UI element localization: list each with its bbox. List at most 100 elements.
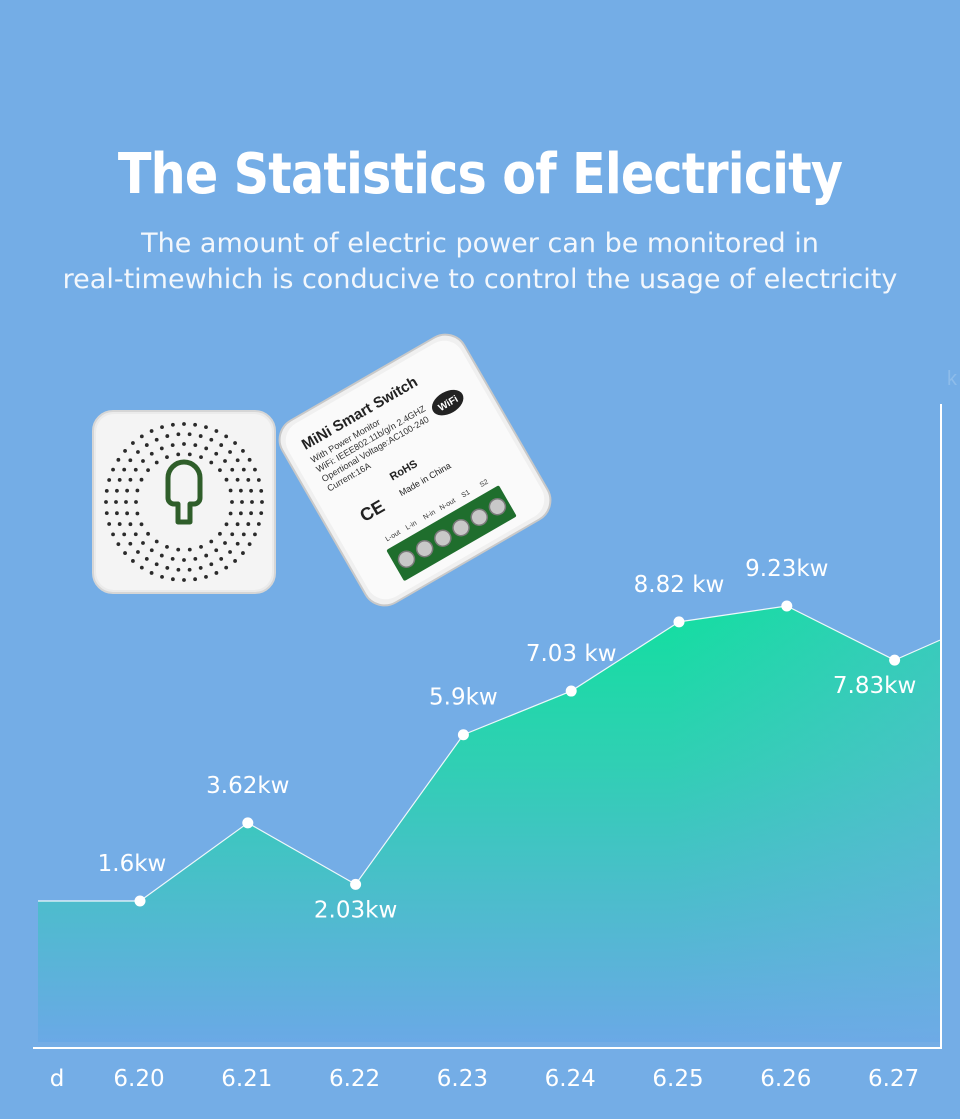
speaker-dot: [133, 467, 138, 472]
speaker-dot: [238, 511, 243, 516]
speaker-dot: [240, 500, 244, 504]
speaker-dot: [204, 446, 209, 451]
speaker-dot: [125, 488, 130, 493]
terminal-screw: [488, 497, 507, 516]
speaker-dot: [241, 551, 245, 555]
speaker-dot: [230, 500, 234, 504]
speaker-dot: [182, 442, 186, 446]
x-tick-label-6.27: 6.27: [868, 1066, 919, 1092]
speaker-dot: [199, 544, 203, 549]
speaker-dot: [209, 437, 214, 442]
speaker-dot: [233, 441, 237, 445]
speaker-dot: [154, 562, 159, 567]
switch-back-image: MiNi Smart Switch With Power Monitor WiF…: [278, 333, 552, 607]
speaker-dot: [246, 522, 251, 526]
speaker-dot: [218, 468, 222, 473]
speaker-dot: [165, 455, 169, 460]
data-label-6.25: 8.82 kw: [634, 572, 725, 598]
speaker-dot: [160, 574, 164, 579]
speaker-dot: [141, 459, 145, 463]
speaker-dot: [223, 459, 227, 463]
speaker-dot: [253, 467, 257, 472]
speaker-dot: [139, 565, 144, 570]
speaker-dot: [228, 450, 232, 454]
data-point-6.20: [134, 895, 146, 907]
speaker-dot: [187, 547, 192, 552]
speaker-dot: [259, 488, 264, 493]
speaker-dot: [135, 488, 140, 493]
speaker-dot: [128, 477, 133, 482]
speaker-dot: [182, 422, 186, 426]
data-point-6.21: [242, 817, 254, 829]
terminal-screw: [415, 539, 434, 558]
wifi-badge: WiFi: [431, 389, 464, 416]
data-point-6.23: [457, 729, 469, 741]
speaker-dot: [144, 443, 149, 447]
speaker-dot: [219, 557, 224, 561]
speaker-dot: [228, 550, 232, 554]
speaker-dot: [250, 500, 254, 504]
speaker-dot: [224, 477, 229, 482]
speaker-dot: [141, 541, 145, 545]
speaker-dot: [223, 541, 227, 545]
speaker-dot: [170, 422, 175, 427]
speaker-dot: [249, 488, 253, 493]
speaker-dot: [128, 541, 133, 546]
data-label-6.21: 3.62kw: [206, 773, 289, 799]
terminal-screw: [397, 550, 416, 568]
speaker-dot: [182, 558, 186, 562]
speaker-dot: [182, 578, 186, 582]
speaker-dot: [187, 432, 192, 437]
speaker-dot: [149, 548, 154, 553]
speaker-dot: [159, 446, 164, 451]
speaker-dot: [139, 434, 144, 439]
speaker-dot: [209, 562, 214, 567]
speaker-dot: [230, 532, 235, 537]
speaker-dot: [136, 550, 140, 554]
speaker-dot: [224, 522, 229, 527]
terminal-label: S1: [461, 489, 472, 499]
speaker-dot: [224, 434, 229, 439]
speaker-dot: [135, 511, 140, 516]
speaker-dot: [133, 532, 138, 537]
speaker-dot: [165, 544, 169, 549]
speaker-dot: [256, 522, 261, 526]
speaker-dot: [107, 522, 112, 526]
series-line: [38, 605, 941, 902]
speaker-dot: [111, 532, 115, 537]
speaker-dot: [233, 559, 237, 563]
speaker-dot: [165, 434, 170, 438]
speaker-dot: [116, 457, 121, 462]
speaker-dot: [247, 457, 252, 462]
terminal-block: [386, 485, 517, 581]
speaker-dot: [249, 511, 253, 516]
speaker-dot: [149, 571, 154, 575]
speaker-dot: [218, 531, 222, 536]
speaker-dot: [219, 443, 224, 447]
speaker-dot: [176, 547, 181, 552]
page-title: The Statistics of Electricity: [117, 142, 843, 207]
data-point-6.25: [673, 616, 685, 628]
subtitle-line-2: real-timewhich is conducive to control t…: [62, 264, 898, 295]
speaker-dot: [154, 539, 159, 544]
speaker-dot: [247, 542, 252, 547]
speaker-dot: [134, 500, 138, 504]
speaker-dot: [228, 511, 233, 516]
speaker-dot: [198, 434, 203, 438]
speaker-dot: [235, 458, 240, 463]
data-label-6.24: 7.03 kw: [526, 641, 617, 667]
x-axis-prefix-label: d: [50, 1066, 65, 1092]
speaker-dot: [187, 452, 192, 457]
x-tick-label-6.20: 6.20: [113, 1066, 164, 1092]
speaker-dot: [117, 478, 122, 482]
speaker-dot: [131, 441, 135, 445]
speaker-dot: [241, 532, 246, 537]
speaker-dot: [193, 422, 198, 427]
speaker-dot: [238, 488, 243, 493]
speaker-dot: [117, 522, 122, 526]
terminal-screw: [470, 508, 488, 526]
speaker-dot: [246, 478, 251, 482]
speaker-dot: [204, 574, 208, 579]
speaker-dot: [139, 522, 144, 527]
